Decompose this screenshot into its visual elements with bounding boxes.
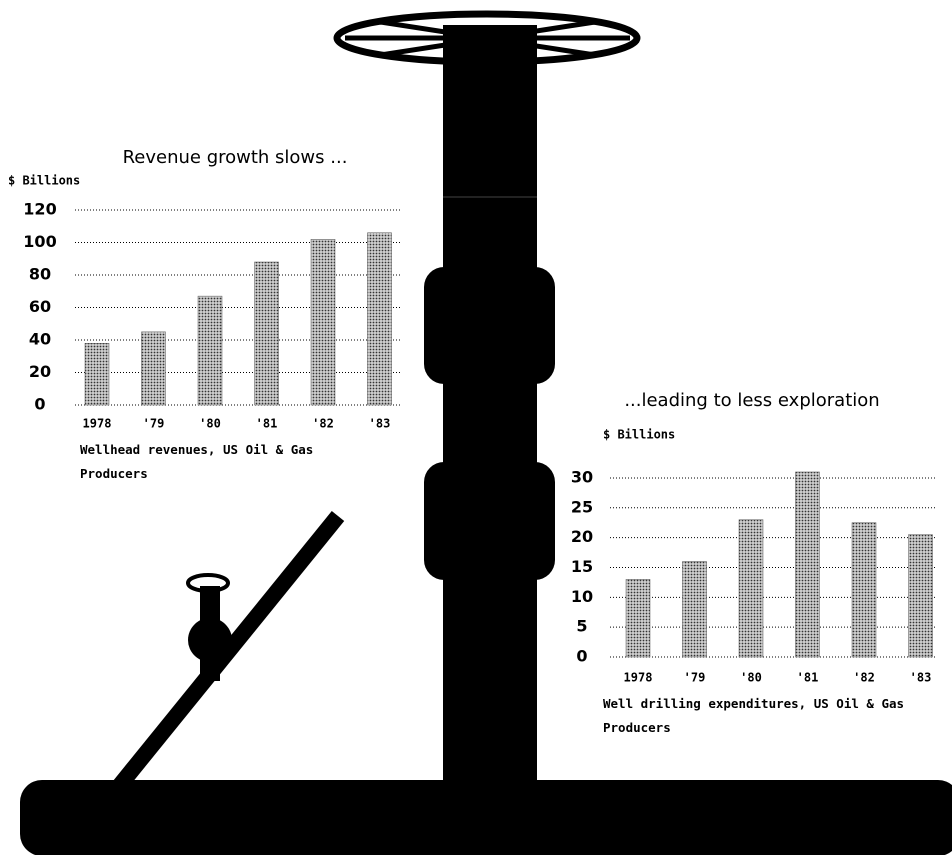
y-tick-label: 40 — [29, 330, 51, 349]
x-tick-label: '79 — [684, 671, 706, 685]
chart-title: Revenue growth slows ... — [123, 147, 348, 168]
pipes — [20, 10, 952, 855]
x-tick-label: '81 — [256, 417, 278, 431]
x-tick-label: '83 — [910, 671, 932, 685]
y-tick-label: 0 — [576, 647, 587, 666]
y-tick-label: 5 — [576, 617, 587, 636]
y-axis-label: $ Billions — [8, 174, 80, 188]
x-tick-label: '81 — [797, 671, 819, 685]
bar — [851, 522, 877, 658]
y-tick-label: 120 — [23, 200, 56, 219]
x-tick-label: '83 — [369, 417, 391, 431]
y-tick-label: 10 — [571, 587, 593, 606]
x-tick-label: 1978 — [83, 417, 112, 431]
bar — [367, 232, 392, 406]
caption: Wellhead revenues, US Oil & Gas Producer… — [80, 442, 314, 481]
bar — [908, 534, 933, 658]
bar — [197, 295, 223, 406]
y-axis-label: $ Billions — [603, 428, 675, 442]
x-tick-label: '80 — [740, 671, 762, 685]
y-tick-label: 25 — [571, 497, 593, 516]
y-tick-label: 80 — [29, 265, 51, 284]
bar — [795, 471, 820, 658]
x-tick-label: '79 — [143, 417, 165, 431]
x-tick-label: '82 — [853, 671, 875, 685]
x-tick-label: '80 — [199, 417, 221, 431]
y-tick-label: 20 — [571, 527, 593, 546]
bar — [310, 239, 336, 406]
y-tick-label: 60 — [29, 297, 51, 316]
y-tick-label: 0 — [34, 395, 45, 414]
y-tick-label: 20 — [29, 362, 51, 381]
y-tick-label: 15 — [571, 557, 593, 576]
caption: Well drilling expenditures, US Oil & Gas… — [603, 696, 905, 735]
bar — [738, 519, 764, 658]
bar — [682, 561, 707, 658]
chart-title: ...leading to less exploration — [624, 390, 879, 411]
y-tick-label: 30 — [571, 467, 593, 486]
y-tick-label: 100 — [23, 232, 56, 251]
bar — [625, 579, 651, 658]
bar — [141, 331, 166, 406]
bar — [254, 261, 279, 406]
bar — [84, 343, 110, 406]
x-tick-label: '82 — [312, 417, 334, 431]
x-tick-label: 1978 — [624, 671, 653, 685]
